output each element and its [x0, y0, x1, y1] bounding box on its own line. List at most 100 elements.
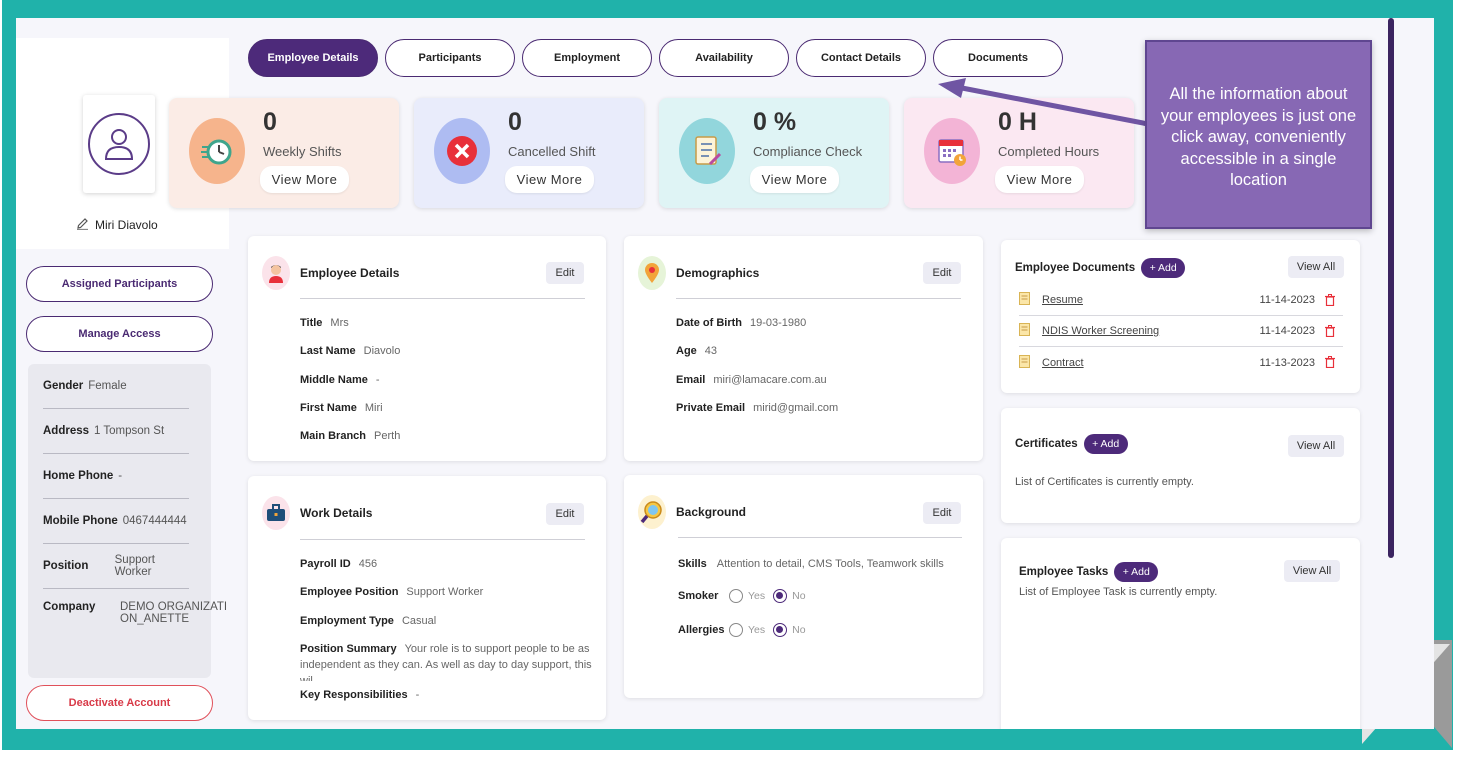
info-gender: Gender Female: [43, 364, 189, 409]
avatar[interactable]: [83, 95, 155, 193]
smoker-no-radio[interactable]: [773, 589, 788, 603]
tab-availability[interactable]: Availability: [659, 39, 789, 77]
field-key-responsibilities: Key Responsibilities -: [300, 689, 420, 702]
certificates-empty-message: List of Certificates is currently empty.: [1015, 476, 1194, 488]
demographics-card: Demographics Edit Date of Birth 19-03-198…: [624, 236, 983, 461]
assigned-participants-button[interactable]: Assigned Participants: [26, 266, 213, 302]
completed-hours-view-more-button[interactable]: View More: [995, 166, 1084, 193]
background-card: Background Edit Skills Attention to detai…: [624, 475, 983, 698]
allergies-yes-radio[interactable]: [729, 623, 743, 637]
document-icon: [1019, 354, 1030, 371]
document-row: Resume 11-14-2023: [1019, 285, 1343, 316]
stat-cancelled-shift: 0 Cancelled Shift View More: [414, 98, 644, 208]
document-row: Contract 11-13-2023: [1019, 347, 1343, 378]
employee-info-panel: Gender Female Address 1 Tompson St Home Ph…: [28, 364, 227, 678]
cancel-icon: [434, 118, 490, 184]
callout-arrow: [938, 78, 1149, 127]
completed-hours-label: Completed Hours: [998, 144, 1100, 159]
demographics-edit-button[interactable]: Edit: [923, 262, 961, 284]
field-middle-name: Middle Name -: [300, 373, 380, 386]
field-first-name: First Name Miri: [300, 402, 383, 415]
field-employee-position: Employee Position Support Worker: [300, 586, 484, 599]
calendar-clock-icon: [924, 118, 980, 184]
tasks-empty-message: List of Employee Task is currently empty…: [1019, 586, 1218, 598]
tab-participants[interactable]: Participants: [385, 39, 515, 77]
add-task-button[interactable]: + Add: [1114, 562, 1159, 582]
field-position-summary: Position Summary Your role is to support …: [300, 642, 592, 681]
person-icon: [262, 256, 290, 290]
info-home-phone: Home Phone -: [43, 454, 189, 499]
documents-header: Employee Documents + Add: [1015, 258, 1186, 278]
work-details-header: Work Details: [262, 496, 372, 530]
smoker-yes-radio[interactable]: [729, 589, 743, 603]
employee-details-edit-button[interactable]: Edit: [546, 262, 584, 284]
manage-access-button[interactable]: Manage Access: [26, 316, 213, 352]
field-private-email: Private Email mirid@gmail.com: [676, 402, 839, 415]
trash-icon[interactable]: [1325, 325, 1335, 340]
document-row: NDIS Worker Screening 11-14-2023: [1019, 316, 1343, 347]
cancelled-shift-view-more-button[interactable]: View More: [505, 166, 594, 193]
tab-employment[interactable]: Employment: [522, 39, 652, 77]
employee-details-title: Employee Details: [300, 266, 400, 280]
info-mobile-phone: Mobile Phone 0467444444: [43, 499, 189, 544]
field-age: Age 43: [676, 345, 718, 358]
magnifier-icon: [638, 495, 666, 529]
app-screen: Miri Diavolo Employee Details Participan…: [16, 18, 1434, 729]
smoker-label: Smoker: [678, 590, 719, 602]
documents-view-all-button[interactable]: View All: [1288, 256, 1344, 278]
work-details-title: Work Details: [300, 506, 373, 520]
stat-compliance-check: 0 % Compliance Check View More: [659, 98, 889, 208]
employee-documents-card: Employee Documents + Add View All Resume…: [1001, 240, 1360, 393]
field-title: Title Mrs: [300, 317, 349, 330]
trash-icon[interactable]: [1325, 294, 1335, 309]
add-certificate-button[interactable]: + Add: [1083, 434, 1128, 454]
vertical-scrollbar[interactable]: [1388, 18, 1394, 558]
smoker-no-label: No: [792, 590, 806, 602]
background-header: Background: [638, 495, 746, 529]
document-name-link[interactable]: Resume: [1042, 294, 1083, 306]
trash-icon[interactable]: [1325, 356, 1335, 371]
document-name-link[interactable]: Contract: [1042, 356, 1084, 369]
background-edit-button[interactable]: Edit: [923, 502, 961, 524]
tab-contact-details[interactable]: Contact Details: [796, 39, 926, 77]
document-date: 11-14-2023: [1259, 294, 1315, 306]
deactivate-account-button[interactable]: Deactivate Account: [26, 685, 213, 721]
completed-hours-value: 0 H: [998, 108, 1037, 136]
tab-documents[interactable]: Documents: [933, 39, 1063, 77]
background-title: Background: [676, 505, 747, 519]
allergies-row: Allergies Yes No: [678, 613, 944, 647]
work-details-edit-button[interactable]: Edit: [546, 503, 584, 525]
checklist-icon: [679, 118, 735, 184]
tab-bar: Employee Details Participants Employment…: [248, 39, 1063, 77]
allergies-no-radio[interactable]: [773, 623, 788, 637]
demographics-fields: Date of Birth 19-03-1980 Age 43 Email miri@…: [676, 309, 838, 422]
field-date-of-birth: Date of Birth 19-03-1980: [676, 317, 807, 330]
field-last-name: Last Name Diavolo: [300, 345, 401, 358]
document-date: 11-14-2023: [1259, 325, 1315, 337]
add-document-button[interactable]: + Add: [1141, 258, 1186, 278]
tasks-header: Employee Tasks + Add: [1019, 562, 1159, 582]
weekly-shifts-view-more-button[interactable]: View More: [260, 166, 349, 193]
tasks-view-all-button[interactable]: View All: [1284, 560, 1340, 582]
work-details-card: Work Details Edit Payroll ID 456 Employee…: [248, 476, 606, 720]
user-icon: [88, 113, 150, 175]
tab-employee-details[interactable]: Employee Details: [248, 39, 378, 77]
weekly-shifts-label: Weekly Shifts: [263, 144, 342, 159]
background-fields: Skills Attention to detail, CMS Tools, Te…: [678, 549, 944, 647]
divider: [300, 298, 585, 299]
documents-title: Employee Documents: [1015, 262, 1136, 274]
certificates-header: Certificates + Add: [1015, 434, 1128, 454]
pencil-icon[interactable]: [76, 217, 89, 233]
allergies-yes-label: Yes: [748, 624, 766, 636]
briefcase-icon: [262, 496, 290, 530]
field-payroll-id: Payroll ID 456: [300, 558, 378, 571]
certificates-card: Certificates + Add View All List of Cert…: [1001, 408, 1360, 523]
document-name-link[interactable]: NDIS Worker Screening: [1042, 325, 1160, 337]
allergies-label: Allergies: [678, 624, 725, 636]
document-icon: [1019, 323, 1030, 339]
certificates-title: Certificates: [1015, 438, 1078, 450]
employee-tasks-card: Employee Tasks + Add View All List of Em…: [1001, 538, 1360, 729]
compliance-check-view-more-button[interactable]: View More: [750, 166, 839, 193]
field-employment-type: Employment Type Casual: [300, 614, 437, 627]
certificates-view-all-button[interactable]: View All: [1288, 435, 1344, 457]
